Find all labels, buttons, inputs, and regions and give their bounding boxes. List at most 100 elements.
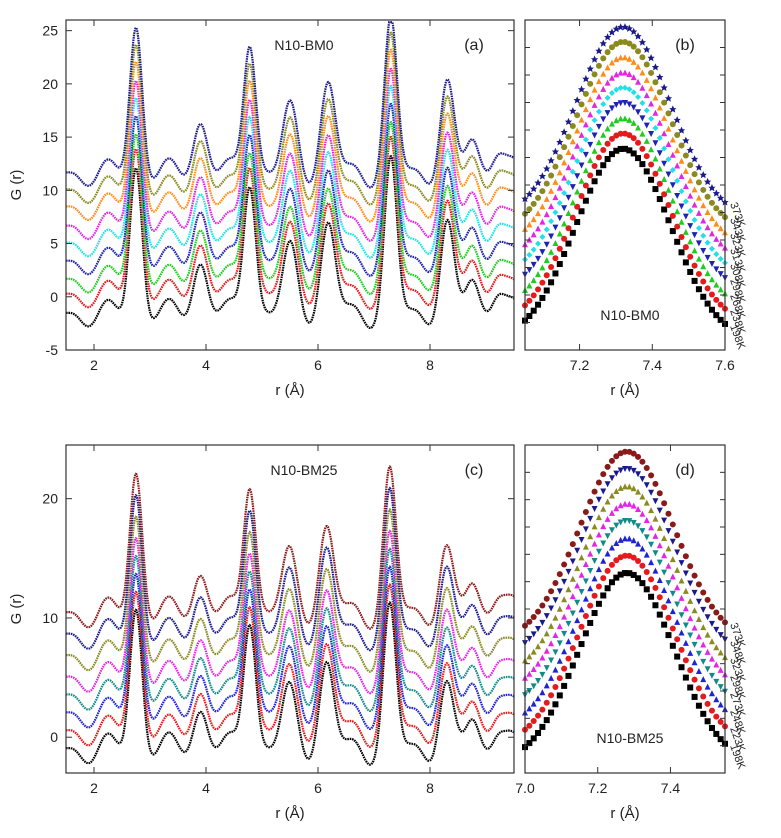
data-point-marker [708,690,715,697]
data-point-marker [652,602,659,609]
data-point-marker [582,526,589,533]
data-point-marker [665,545,672,552]
data-point-marker [622,448,628,455]
data-point-marker [600,557,607,564]
data-point-marker [587,187,594,194]
data-point-marker [600,505,607,512]
data-point-marker [656,89,663,96]
data-point-marker [704,239,711,246]
series-373K [522,448,728,629]
data-point-marker [687,223,694,230]
data-point-marker [639,84,646,91]
data-point-marker [700,263,707,270]
data-point-marker [674,147,681,154]
data-point-marker [695,240,702,247]
data-point-marker [595,93,602,100]
data-point-marker [604,140,611,147]
data-point-marker [695,255,702,262]
data-point-marker [635,523,642,530]
data-point-marker [600,523,607,530]
data-point-marker [652,480,659,487]
data-point-marker [656,594,663,601]
data-point-marker [626,500,633,507]
data-point-marker [678,157,685,164]
data-point-marker [595,548,602,555]
data-point-marker [717,632,724,639]
x-tick-label: 8 [426,780,434,796]
data-point-marker [600,146,607,153]
data-point-marker [704,631,711,638]
data-point-marker [699,171,707,179]
data-point-marker [526,636,533,643]
data-point-marker [700,293,707,300]
data-point-marker [665,597,672,604]
data-point-marker [608,120,615,127]
data-point-marker [700,186,707,193]
data-point-marker [565,586,572,593]
series-line-268K [65,120,515,295]
data-point-marker [600,116,607,123]
data-point-marker [704,648,711,655]
data-point-marker [604,79,611,86]
data-point-marker [665,110,672,117]
data-point-marker [539,706,546,713]
data-point-marker [613,539,620,546]
data-point-marker [587,172,594,179]
data-point-marker [552,224,559,231]
data-point-marker [539,203,546,210]
data-point-marker [717,255,724,262]
data-point-marker [635,124,642,131]
data-point-marker [578,519,585,526]
data-point-marker [548,203,555,210]
series-198K [522,570,728,751]
data-point-marker [652,515,659,522]
series-313K [522,69,728,251]
data-point-marker [587,585,594,592]
data-point-marker [708,184,716,192]
panel-letter: (c) [465,462,484,479]
data-point-marker [661,552,668,559]
data-point-marker [591,178,598,185]
data-point-marker [661,145,668,152]
data-point-marker [643,168,650,175]
data-point-marker [648,489,655,496]
data-point-marker [669,556,676,563]
data-point-marker [691,693,698,700]
data-point-marker [613,56,620,63]
data-point-marker [526,740,533,747]
data-point-marker [595,62,602,69]
data-point-marker [648,176,655,183]
data-point-marker [656,104,663,111]
data-point-marker [687,597,694,604]
data-point-marker [630,43,637,50]
data-point-marker [564,117,573,126]
series-198K [522,145,728,327]
data-point-marker [626,40,633,47]
data-point-marker [643,568,650,575]
data-point-marker [595,169,602,176]
data-point-marker [678,218,685,225]
data-point-marker [626,116,633,123]
data-point-marker [617,69,624,76]
x-tick-label: 4 [202,780,210,796]
data-point-marker [687,684,694,691]
data-point-marker [604,498,611,505]
data-point-marker [608,28,616,36]
x-axis-label: r (Å) [610,805,639,822]
data-point-marker [704,666,711,673]
data-point-marker [582,578,589,585]
data-point-marker [613,487,620,494]
data-point-marker [617,130,624,137]
data-point-marker [613,147,620,154]
data-point-marker [647,54,655,62]
data-point-marker [656,134,663,141]
data-point-marker [578,131,585,138]
data-point-marker [595,78,602,85]
y-tick-label: 10 [42,182,58,198]
data-point-marker [543,647,550,654]
data-point-marker [622,466,628,473]
data-point-marker [695,668,702,675]
data-point-marker [695,616,702,623]
